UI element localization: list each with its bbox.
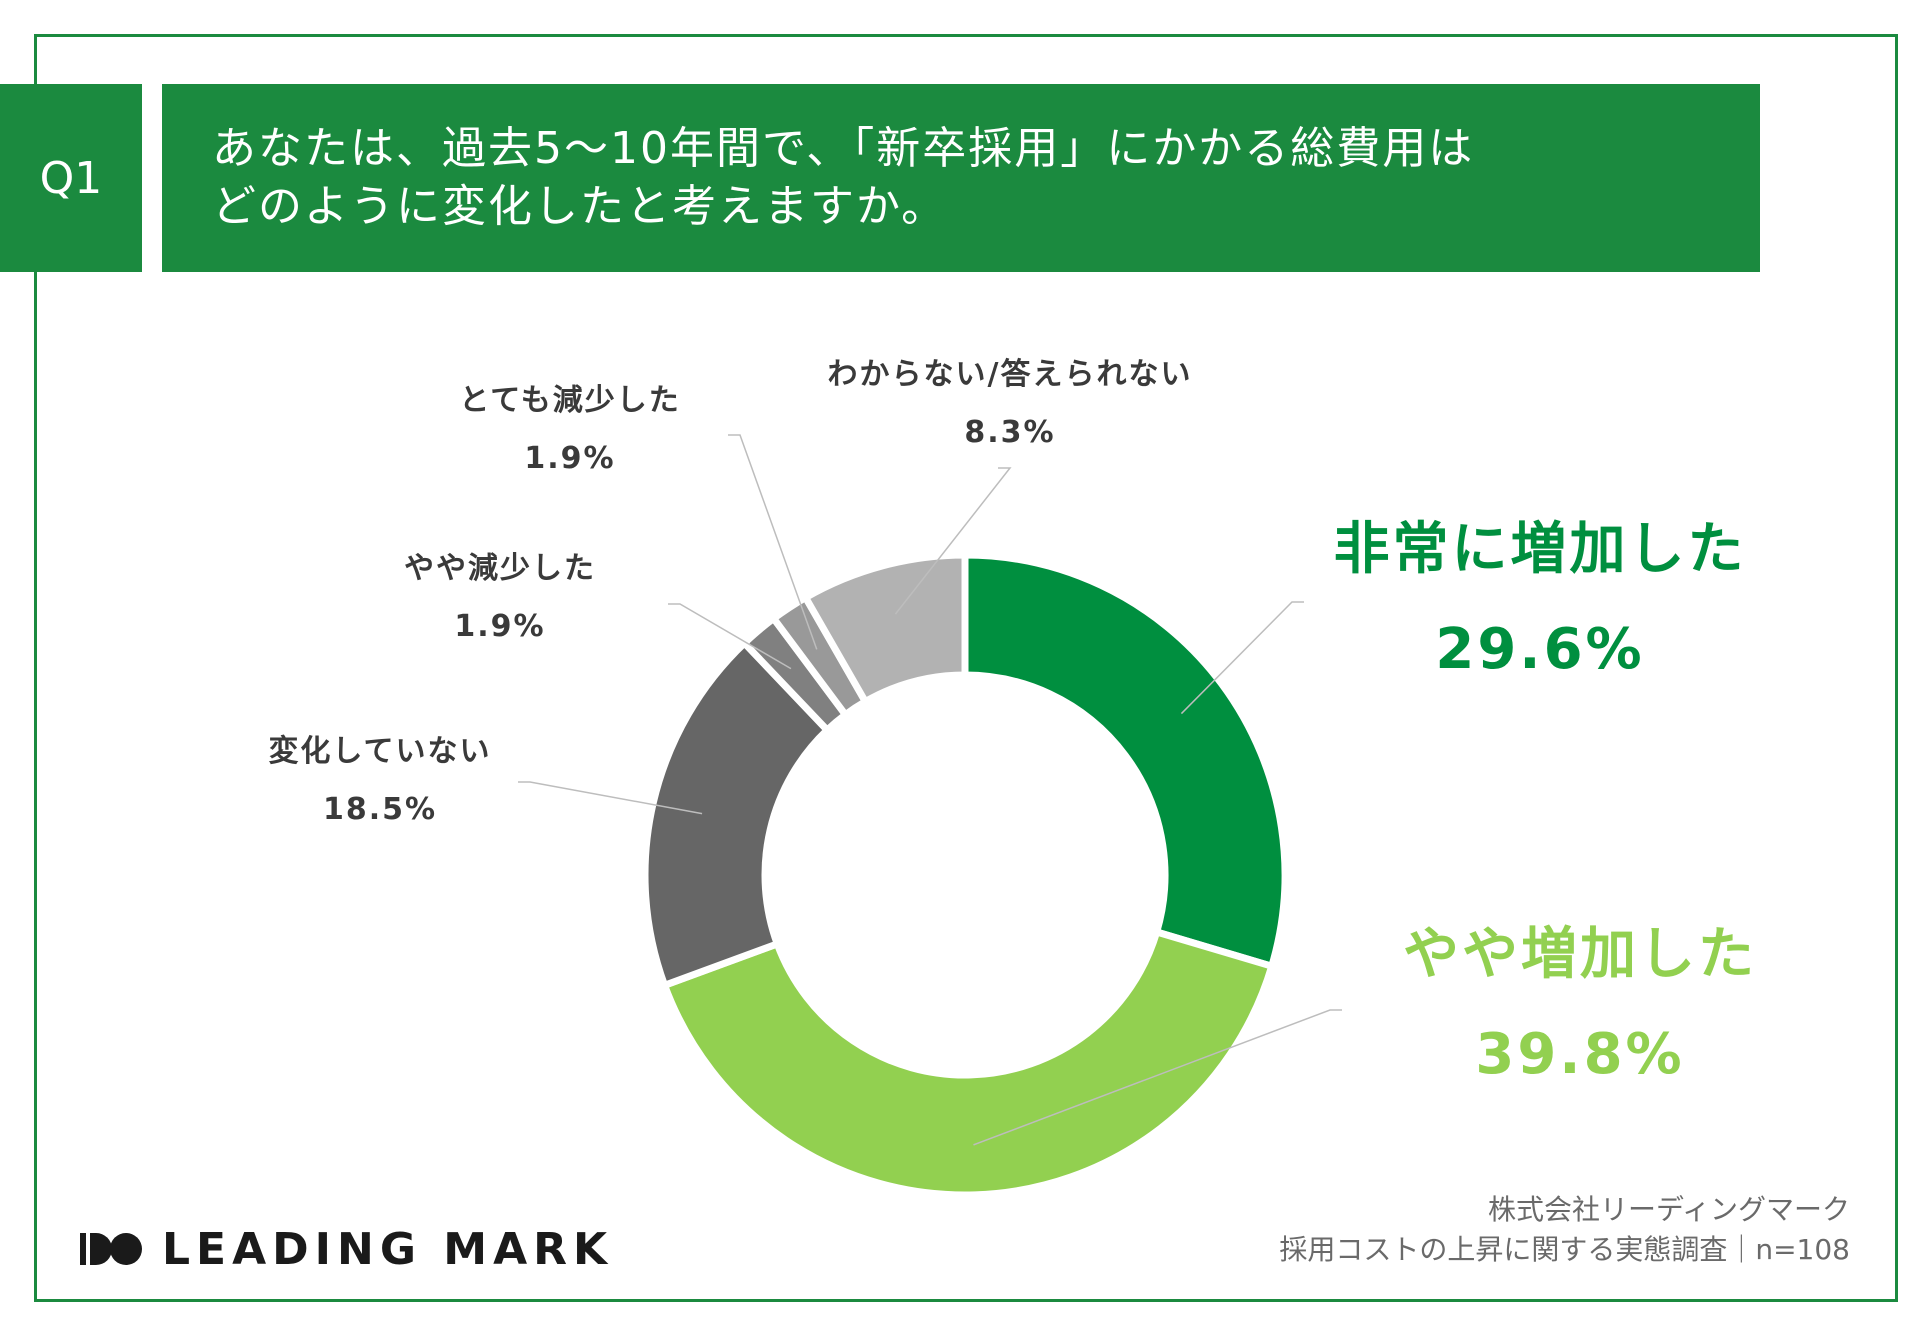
slice-no-change bbox=[641, 638, 833, 990]
label-greatly-increased-value: 29.6% bbox=[1435, 617, 1645, 682]
label-slightly-increased-name: やや増加した bbox=[1403, 922, 1757, 987]
label-greatly-increased-name: 非常に増加した bbox=[1333, 517, 1747, 582]
company-logo: LEADING MARK bbox=[80, 1223, 614, 1275]
label-very-decreased-name: とても減少した bbox=[459, 383, 681, 418]
leader-unknown bbox=[894, 467, 1012, 615]
source-note: 株式会社リーディングマーク 採用コストの上昇に関する実態調査｜n=108 bbox=[1279, 1190, 1850, 1270]
label-unknown-name: わからない/答えられない bbox=[827, 357, 1193, 392]
logo-text: LEADING MARK bbox=[162, 1223, 614, 1275]
label-no-change-name: 変化していない bbox=[268, 734, 492, 769]
leader-very-decreased bbox=[728, 434, 818, 650]
label-greatly-increased: 非常に増加した 29.6% bbox=[1300, 500, 1780, 700]
label-very-decreased: とても減少した 1.9% bbox=[400, 372, 740, 488]
slice-slightly-increased bbox=[660, 927, 1277, 1199]
outer-frame bbox=[34, 34, 1898, 1302]
label-slightly-decreased: やや減少した 1.9% bbox=[330, 540, 670, 656]
label-slightly-decreased-name: やや減少した bbox=[404, 551, 596, 586]
label-very-decreased-value: 1.9% bbox=[524, 441, 616, 476]
leader-slightly-decreased bbox=[668, 603, 792, 670]
question-line-1: あなたは、過去5〜10年間で、「新卒採用」にかかる総費用は bbox=[212, 123, 1475, 174]
leader-slightly-increased bbox=[973, 1009, 1342, 1146]
label-no-change: 変化していない 18.5% bbox=[210, 723, 550, 839]
source-line-1: 株式会社リーディングマーク bbox=[1487, 1193, 1850, 1226]
label-unknown-value: 8.3% bbox=[964, 415, 1056, 450]
leader-no-change bbox=[518, 781, 703, 815]
source-line-2: 採用コストの上昇に関する実態調査｜n=108 bbox=[1279, 1233, 1850, 1266]
question-line-2: どのように変化したと考えますか。 bbox=[212, 181, 948, 232]
logo-mark-icon bbox=[80, 1233, 142, 1265]
label-slightly-decreased-value: 1.9% bbox=[454, 609, 546, 644]
label-slightly-increased-value: 39.8% bbox=[1475, 1022, 1685, 1087]
label-slightly-increased: やや増加した 39.8% bbox=[1340, 905, 1820, 1105]
label-no-change-value: 18.5% bbox=[322, 792, 438, 827]
leader-greatly-increased bbox=[1180, 601, 1304, 715]
slice-unknown bbox=[800, 551, 969, 707]
label-unknown: わからない/答えられない 8.3% bbox=[790, 346, 1230, 462]
slice-greatly-increased bbox=[961, 551, 1289, 971]
question-title: あなたは、過去5〜10年間で、「新卒採用」にかかる総費用は どのように変化したと… bbox=[162, 84, 1760, 272]
question-number: Q1 bbox=[0, 84, 142, 272]
